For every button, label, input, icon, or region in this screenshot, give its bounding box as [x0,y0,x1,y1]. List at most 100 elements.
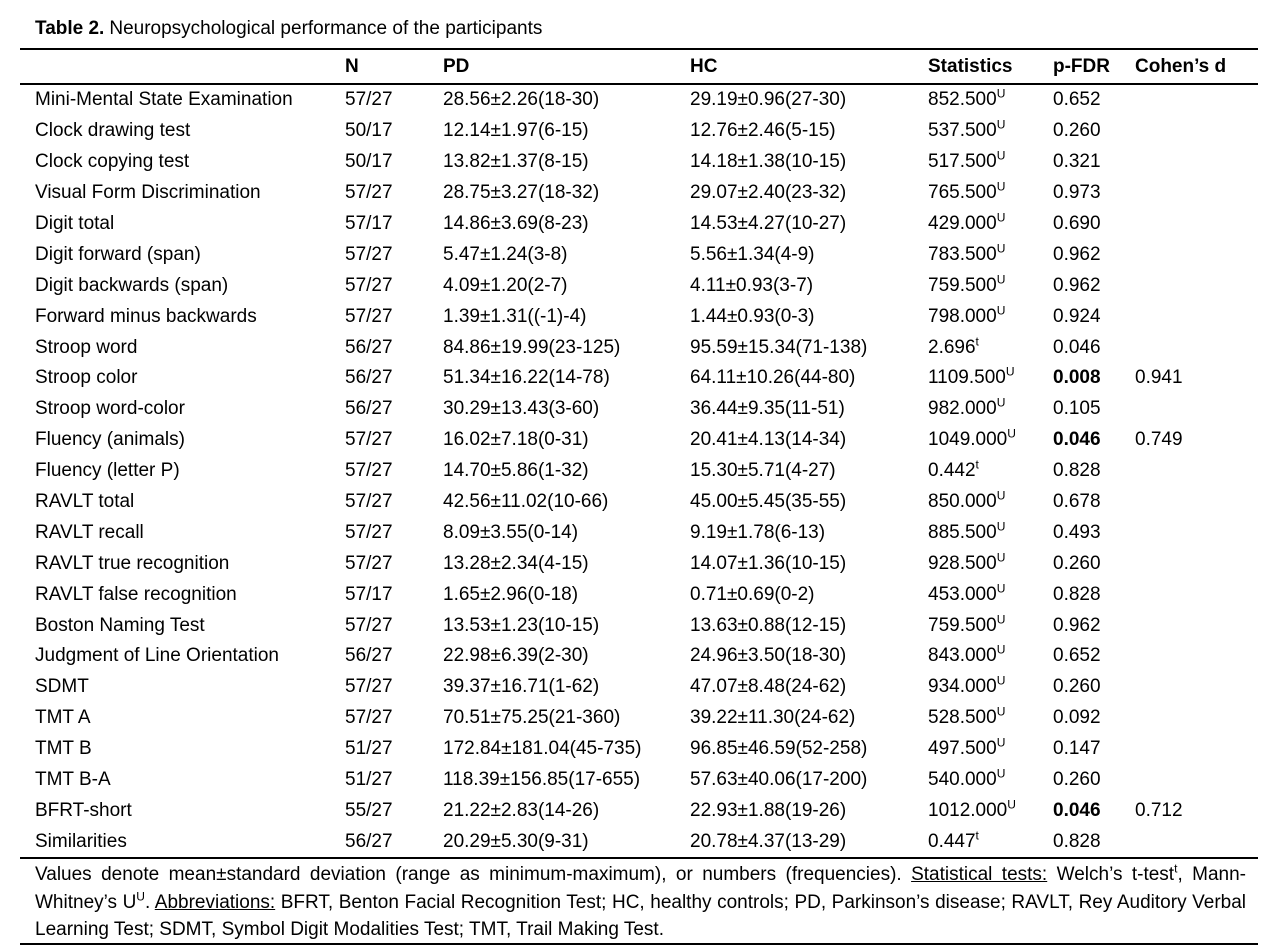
hc-cell: 20.78±4.37(13-29) [690,830,847,852]
p-fdr-cell: 0.924 [1053,305,1101,327]
p-fdr-cell: 0.147 [1053,738,1101,760]
column-header: HC [690,55,718,77]
statistic-value: 540.000 [928,769,997,791]
table-caption: Neuropsychological performance of the pa… [109,18,543,39]
statistics-cell: 497.500U [928,734,1053,765]
cohens-d-cell [1135,456,1258,487]
statistics-cell: 934.000U [928,672,1053,703]
n-cell: 57/27 [345,491,393,513]
statistic-test-superscript: U [996,519,1006,534]
table-row: TMT B-A 51/27 118.39±156.85(17-655) 57.63±4… [20,765,1258,796]
statistic-value: 528.500 [928,707,997,729]
footnote-text-segment: Statistical tests: [911,864,1048,885]
table-row: BFRT-short 55/27 21.22±2.83(14-26) 22.93±1.… [20,795,1258,826]
table-row: Boston Naming Test 57/27 13.53±1.23(10-15)… [20,610,1258,641]
statistic-value: 1012.000 [928,799,1008,821]
cohens-d-cell [1135,641,1258,672]
n-cell: 57/27 [345,182,393,204]
n-cell: 51/27 [345,738,393,760]
hc-cell: 12.76±2.46(5-15) [690,120,836,142]
statistic-test-superscript: U [996,118,1006,132]
statistics-cell: 528.500U [928,703,1053,734]
cohens-d-cell [1135,734,1258,765]
table-row: Digit backwards (span) 57/27 4.09±1.20(2-7… [20,270,1258,301]
statistics-cell: 1109.500U [928,363,1053,394]
statistic-test-superscript: U [996,396,1006,411]
p-fdr-cell: 0.828 [1053,460,1101,482]
pd-cell: 14.70±5.86(1-32) [443,460,589,482]
p-fdr-cell: 0.260 [1053,120,1101,142]
test-name-cell: RAVLT recall [35,521,144,543]
statistic-test-superscript: U [1007,797,1016,812]
cohens-d-cell [1135,209,1258,240]
table-row: Judgment of Line Orientation 56/27 22.98±6… [20,641,1258,672]
n-cell: 57/27 [345,460,393,482]
pd-cell: 22.98±6.39(2-30) [443,645,589,667]
pd-cell: 1.39±1.31((-1)-4) [443,305,587,327]
test-name-cell: Clock drawing test [35,120,191,142]
n-cell: 57/27 [345,521,393,543]
table-row: Digit forward (span) 57/27 5.47±1.24(3-8) 5… [20,239,1258,270]
p-fdr-cell: 0.105 [1053,398,1101,420]
table-row: Digit total 57/17 14.86±3.69(8-23) 14.53±4.… [20,209,1258,240]
hc-cell: 1.44±0.93(0-3) [690,305,815,327]
pd-cell: 4.09±1.20(2-7) [443,274,568,296]
statistic-test-superscript: U [996,704,1006,719]
pd-cell: 5.47±1.24(3-8) [443,243,568,265]
statistic-value: 885.500 [928,521,997,543]
cohens-d-cell [1135,517,1258,548]
cohens-d-cell [1135,826,1258,858]
n-cell: 57/27 [345,274,393,296]
n-cell: 57/17 [345,213,393,234]
footnote-text-segment: . [144,891,155,913]
p-fdr-cell: 0.828 [1053,583,1101,605]
table-row: Forward minus backwards 57/27 1.39±1.31((-… [20,301,1258,332]
p-fdr-cell: 0.690 [1053,213,1101,234]
hc-cell: 14.07±1.36(10-15) [690,552,847,574]
hc-cell: 13.63±0.88(12-15) [690,614,847,636]
cohens-d-cell: 0.712 [1135,799,1183,821]
cohens-d-cell [1135,301,1258,332]
footnote-superscript: U [136,889,145,904]
n-cell: 55/27 [345,799,393,821]
n-cell: 56/27 [345,398,393,420]
table-row: SDMT 57/27 39.37±16.71(1-62) 47.07±8.48(24-… [20,672,1258,703]
statistic-value: 934.000 [928,676,997,698]
statistic-test-superscript: U [996,766,1006,781]
cohens-d-cell [1135,548,1258,579]
statistic-test-superscript: U [996,87,1006,102]
test-name-cell: Mini-Mental State Examination [35,89,293,111]
statistic-value: 429.000 [928,213,997,234]
statistics-cell: 429.000U [928,209,1053,240]
statistic-test-superscript: U [996,674,1006,689]
hc-cell: 36.44±9.35(11-51) [690,398,845,420]
pd-cell: 20.29±5.30(9-31) [443,830,589,852]
n-cell: 57/27 [345,614,393,636]
pd-cell: 21.22±2.83(14-26) [443,799,600,821]
cohens-d-cell: 0.749 [1135,429,1183,451]
hc-cell: 5.56±1.34(4-9) [690,243,815,265]
pd-cell: 51.34±16.22(14-78) [443,367,610,389]
statistic-value: 843.000 [928,645,997,667]
p-fdr-cell: 0.260 [1053,552,1101,574]
table-number-label: Table 2. [35,18,105,39]
n-cell: 56/27 [345,367,393,389]
hc-cell: 47.07±8.48(24-62) [690,676,847,698]
statistics-cell: 885.500U [928,517,1053,548]
p-fdr-cell: 0.046 [1053,336,1101,358]
hc-cell: 45.00±5.45(35-55) [690,491,847,513]
statistic-value: 1109.500 [928,367,1006,389]
statistic-value: 759.500 [928,614,997,636]
hc-cell: 9.19±1.78(6-13) [690,521,826,543]
cohens-d-cell [1135,765,1258,796]
test-name-cell: Stroop word-color [35,398,185,420]
table-row: RAVLT true recognition 57/27 13.28±2.34(4-… [20,548,1258,579]
pd-cell: 172.84±181.04(45-735) [443,738,642,760]
statistic-value: 537.500 [928,120,997,142]
pd-cell: 8.09±3.55(0-14) [443,521,579,543]
statistic-test-superscript: U [996,210,1006,225]
pd-cell: 12.14±1.97(6-15) [443,120,589,142]
table-row: Visual Form Discrimination 57/27 28.75±3.2… [20,178,1258,209]
statistics-cell: 928.500U [928,548,1053,579]
